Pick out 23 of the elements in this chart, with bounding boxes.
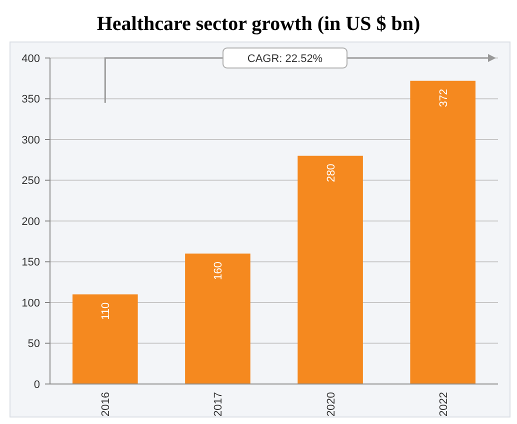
data-label: 110 xyxy=(100,302,112,320)
x-tick-label: 2017 xyxy=(212,392,225,416)
bar xyxy=(298,156,363,384)
x-tick-label: 2022 xyxy=(438,392,450,416)
chart-title: Healthcare sector growth (in US $ bn) xyxy=(96,13,420,35)
bar xyxy=(185,254,250,384)
y-tick-label: 100 xyxy=(22,297,40,310)
y-tick-label: 150 xyxy=(22,256,40,269)
data-label: 280 xyxy=(325,164,338,182)
y-tick-label: 50 xyxy=(28,338,40,350)
data-label: 160 xyxy=(212,262,225,280)
x-tick-label: 2020 xyxy=(325,392,338,416)
bar xyxy=(410,80,476,384)
x-tick-label: 2016 xyxy=(100,392,112,416)
y-tick-label: 250 xyxy=(22,175,40,188)
y-tick-label: 350 xyxy=(22,94,40,106)
y-tick-label: 200 xyxy=(22,216,40,228)
y-tick-label: 300 xyxy=(22,134,40,146)
y-tick-label: 400 xyxy=(22,52,40,65)
annotation: CAGR: 22.52% xyxy=(247,52,323,65)
data-label: 372 xyxy=(438,88,450,108)
y-tick-label: 0 xyxy=(34,378,40,391)
bar xyxy=(72,294,138,384)
